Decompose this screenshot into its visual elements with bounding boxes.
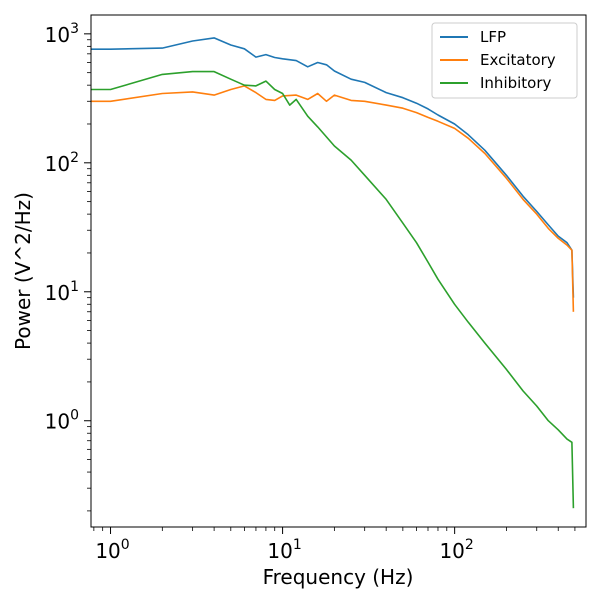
- x-tick-label: 102: [439, 537, 473, 563]
- series-line-lfp: [91, 37, 575, 298]
- x-tick-label: 100: [95, 537, 129, 563]
- y-tick-label: 100: [45, 408, 79, 434]
- x-tick-label: 101: [267, 537, 301, 563]
- series-line-inhibitory: [91, 70, 575, 509]
- series-line-excitatory: [91, 85, 575, 312]
- y-tick-label: 103: [45, 21, 79, 47]
- y-axis-label: Power (V^2/Hz): [11, 192, 35, 350]
- plot-area: [91, 15, 586, 527]
- plot-frame: [90, 14, 587, 528]
- legend-label: LFP: [480, 28, 506, 46]
- y-tick-label: 101: [45, 279, 79, 305]
- y-tick-label: 102: [45, 150, 79, 176]
- legend: LFP Excitatory Inhibitory: [431, 22, 578, 99]
- series-layer: [91, 37, 575, 509]
- ticks-layer: 100 101 102 100 101 102 103: [45, 21, 576, 563]
- legend-label: Inhibitory: [480, 74, 552, 92]
- legend-box: [431, 22, 578, 99]
- legend-label: Excitatory: [480, 51, 556, 69]
- x-axis-label: Frequency (Hz): [263, 565, 414, 589]
